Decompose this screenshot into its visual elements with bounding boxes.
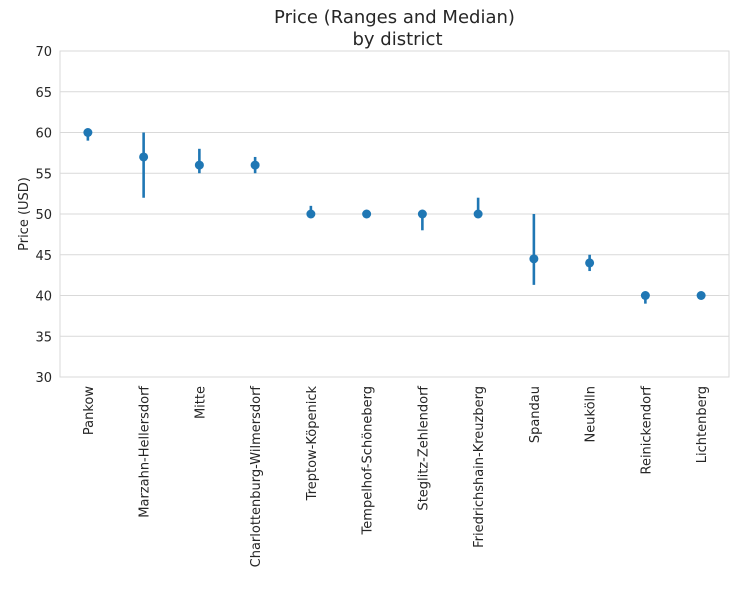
plot-frame (59, 50, 730, 378)
x-tick-label: Lichtenberg (695, 386, 710, 463)
chart-title-line-2: by district (352, 29, 442, 50)
y-tick-label: 35 (35, 330, 52, 345)
median-point (640, 291, 650, 300)
median-point (83, 128, 93, 137)
y-tick-label: 50 (35, 208, 52, 223)
chart-title-line-1: Price (Ranges and Median) (274, 7, 515, 28)
x-tick-label: Neukölln (584, 386, 599, 442)
median-point (306, 209, 316, 219)
y-tick-label: 40 (35, 290, 52, 305)
y-tick-label: 55 (35, 167, 52, 182)
x-tick-label: Reinickendorf (639, 386, 654, 475)
grid-lines (60, 50, 729, 378)
median-point (362, 209, 372, 219)
y-tick-labels: 30 35 40 45 50 55 60 65 70 (35, 45, 52, 386)
median-point (194, 160, 204, 170)
x-tick-label: Spandau (528, 386, 543, 443)
x-tick-label: Treptow-Köpenick (305, 386, 320, 502)
median-point (473, 209, 483, 219)
x-tick-label: Charlottenburg-Wilmersdorf (249, 386, 264, 568)
y-axis-label: Price (USD) (17, 177, 32, 251)
x-tick-label: Friedrichshain-Kreuzberg (472, 386, 487, 548)
x-tick-label: Marzahn-Hellersdorf (138, 386, 153, 518)
x-tick-label: Steglitz-Zehlendorf (416, 386, 431, 511)
x-tick-label: Mitte (193, 386, 208, 419)
median-point (250, 160, 260, 170)
x-tick-label: Tempelhof-Schöneberg (361, 386, 376, 535)
y-tick-label: 70 (35, 45, 52, 60)
median-range-series (83, 128, 706, 304)
x-tick-label: Pankow (82, 386, 97, 435)
x-tick-labels: Pankow Marzahn-Hellersdorf Mitte Charlotten… (82, 386, 710, 568)
y-tick-label: 45 (35, 249, 52, 264)
median-point (529, 254, 539, 264)
median-point (139, 152, 149, 162)
y-tick-label: 30 (35, 371, 52, 386)
median-point (585, 258, 595, 268)
y-tick-label: 60 (35, 127, 52, 142)
median-point (696, 291, 706, 300)
median-point (417, 209, 427, 219)
y-tick-label: 65 (35, 86, 52, 101)
